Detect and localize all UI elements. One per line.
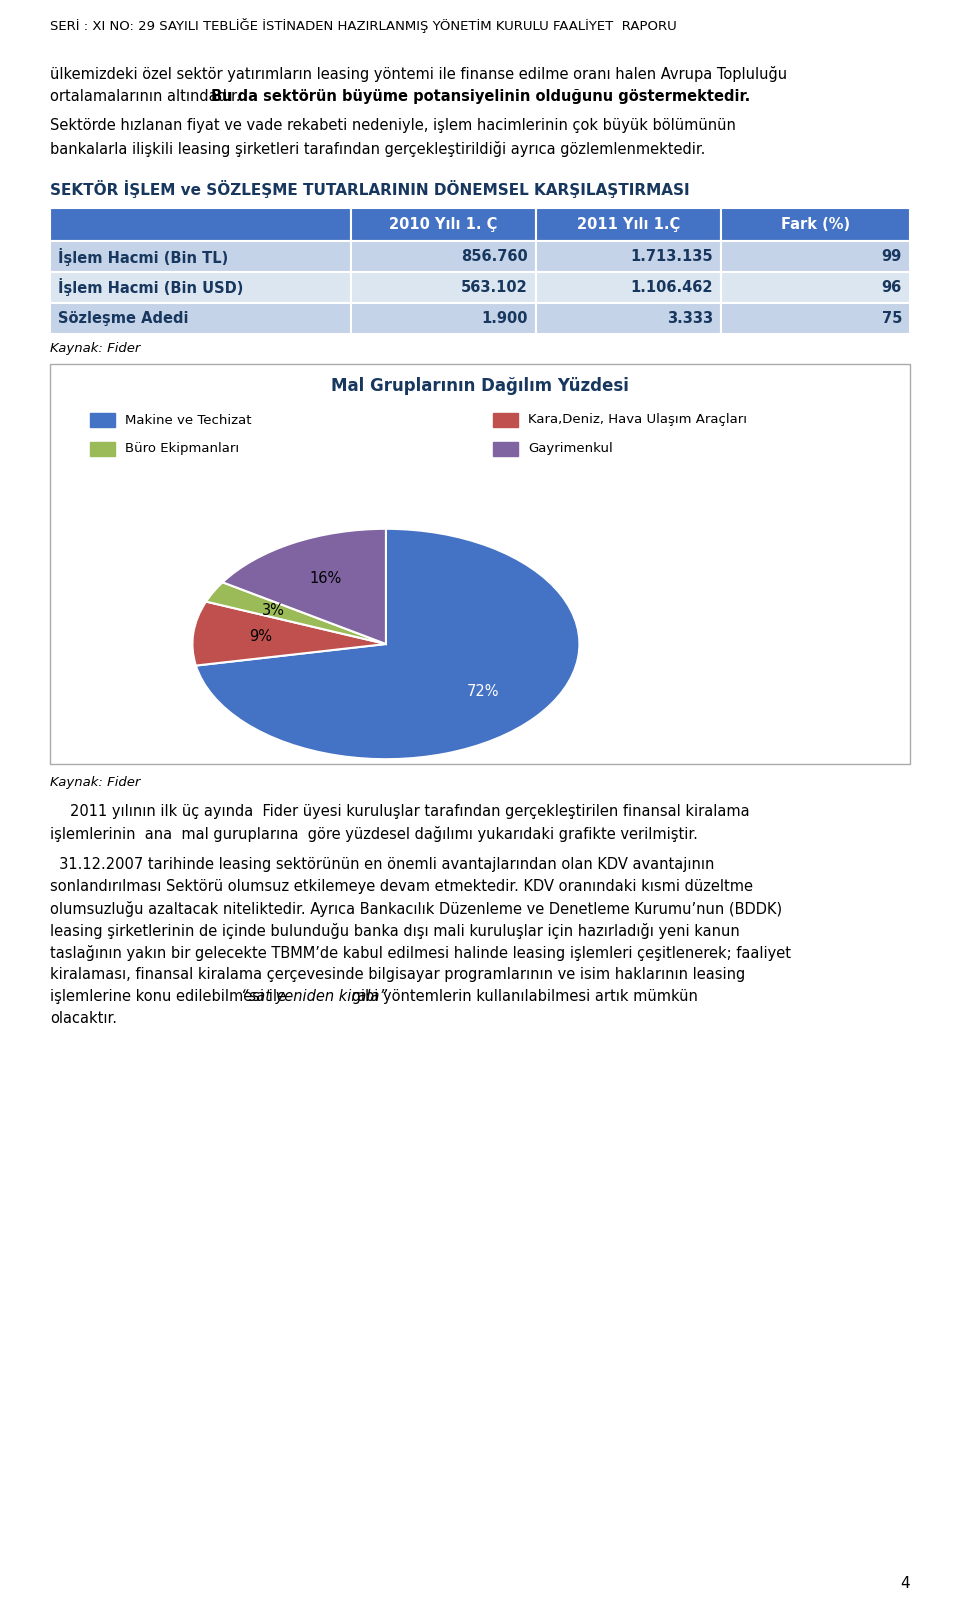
Text: Kara,Deniz, Hava Ulaşım Araçları: Kara,Deniz, Hava Ulaşım Araçları (528, 414, 748, 427)
Bar (90, 412, 114, 427)
Bar (493, 412, 517, 427)
Text: Sektörde hızlanan fiyat ve vade rekabeti nedeniyle, işlem hacimlerinin çok büyük: Sektörde hızlanan fiyat ve vade rekabeti… (50, 118, 736, 133)
Text: “sat yeniden kirala”: “sat yeniden kirala” (241, 989, 387, 1004)
Text: 563.102: 563.102 (461, 280, 528, 296)
Bar (351, 241, 536, 271)
Text: 4: 4 (900, 1576, 910, 1592)
Text: 99: 99 (881, 249, 902, 263)
Text: olacaktır.: olacaktır. (50, 1012, 117, 1026)
Bar (50, 241, 351, 271)
Text: 1.106.462: 1.106.462 (631, 280, 712, 296)
Text: gibi yöntemlerin kullanılabilmesi artık mümkün: gibi yöntemlerin kullanılabilmesi artık … (348, 989, 698, 1004)
Text: 72%: 72% (467, 684, 499, 700)
Text: 3.333: 3.333 (666, 310, 712, 326)
Bar (721, 271, 910, 304)
Bar (536, 208, 721, 241)
Wedge shape (206, 582, 386, 645)
Wedge shape (196, 528, 580, 760)
Text: Fark (%): Fark (%) (780, 217, 850, 233)
Bar (50, 271, 351, 304)
Bar (721, 241, 910, 271)
Bar (90, 441, 114, 456)
Bar (536, 271, 721, 304)
Bar (536, 241, 721, 271)
Bar (50, 304, 351, 335)
Text: Sözleşme Adedi: Sözleşme Adedi (58, 310, 188, 326)
Text: Makine ve Techizat: Makine ve Techizat (125, 414, 252, 427)
Text: 2011 Yılı 1.Ç: 2011 Yılı 1.Ç (577, 217, 680, 233)
Text: 3%: 3% (262, 603, 285, 617)
Bar (351, 304, 536, 335)
Bar (351, 208, 536, 241)
Text: taslağının yakın bir gelecekte TBMM’de kabul edilmesi halinde leasing işlemleri : taslağının yakın bir gelecekte TBMM’de k… (50, 945, 791, 962)
Text: Kaynak: Fider: Kaynak: Fider (50, 343, 140, 356)
Text: Mal Gruplarının Dağılım Yüzdesi: Mal Gruplarının Dağılım Yüzdesi (331, 377, 629, 394)
Text: olumsuzluğu azaltacak niteliktedir. Ayrıca Bankacılık Düzenleme ve Denetleme Kur: olumsuzluğu azaltacak niteliktedir. Ayrı… (50, 902, 782, 916)
Text: 31.12.2007 tarihinde leasing sektörünün en önemli avantajlarından olan KDV avant: 31.12.2007 tarihinde leasing sektörünün … (50, 856, 714, 873)
Text: 856.760: 856.760 (461, 249, 528, 263)
Text: SERİ : XI NO: 29 SAYILI TEBLİĞE İSTİNADEN HAZIRLANMIŞ YÖNETİM KURULU FAALİYET  R: SERİ : XI NO: 29 SAYILI TEBLİĞE İSTİNADE… (50, 18, 677, 32)
Text: sonlandırılması Sektörü olumsuz etkilemeye devam etmektedir. KDV oranındaki kısm: sonlandırılması Sektörü olumsuz etkileme… (50, 879, 753, 894)
Text: leasing şirketlerinin de içinde bulunduğu banka dışı mali kuruluşlar için hazırl: leasing şirketlerinin de içinde bulunduğ… (50, 923, 740, 939)
Wedge shape (223, 528, 386, 645)
Text: 9%: 9% (250, 630, 273, 645)
Bar (50, 208, 351, 241)
Bar (493, 441, 517, 456)
Bar (351, 271, 536, 304)
Bar (50, 364, 910, 764)
Text: 1.900: 1.900 (481, 310, 528, 326)
Text: ülkemizdeki özel sektör yatırımların leasing yöntemi ile finanse edilme oranı ha: ülkemizdeki özel sektör yatırımların lea… (50, 66, 787, 82)
Text: SEKTÖR İŞLEM ve SÖZLEŞME TUTARLARININ DÖNEMSEL KARŞILAŞTIRMASI: SEKTÖR İŞLEM ve SÖZLEŞME TUTARLARININ DÖ… (50, 179, 689, 199)
Text: kiralaması, finansal kiralama çerçevesinde bilgisayar programlarının ve isim hak: kiralaması, finansal kiralama çerçevesin… (50, 966, 745, 983)
Text: Bu da sektörün büyüme potansiyelinin olduğunu göstermektedir.: Bu da sektörün büyüme potansiyelinin old… (211, 89, 751, 103)
Bar (721, 208, 910, 241)
Text: 1.713.135: 1.713.135 (630, 249, 712, 263)
Wedge shape (192, 601, 386, 666)
Text: bankalarla ilişkili leasing şirketleri tarafından gerçekleştirildiği ayrıca gözl: bankalarla ilişkili leasing şirketleri t… (50, 141, 706, 157)
Text: 2010 Yılı 1. Ç: 2010 Yılı 1. Ç (389, 217, 497, 233)
Text: 16%: 16% (309, 570, 342, 587)
Bar (536, 304, 721, 335)
Bar (721, 304, 910, 335)
Text: 75: 75 (881, 310, 902, 326)
Text: işlemlerinin  ana  mal guruplarına  göre yüzdesel dağılımı yukarıdaki grafikte v: işlemlerinin ana mal guruplarına göre yü… (50, 826, 698, 842)
Text: İşlem Hacmi (Bin USD): İşlem Hacmi (Bin USD) (58, 278, 244, 296)
Text: ortalamalarının altındadır.: ortalamalarının altındadır. (50, 89, 245, 103)
Text: Gayrimenkul: Gayrimenkul (528, 443, 613, 456)
Text: Kaynak: Fider: Kaynak: Fider (50, 776, 140, 789)
Text: 2011 yılının ilk üç ayında  Fider üyesi kuruluşlar tarafından gerçekleştirilen f: 2011 yılının ilk üç ayında Fider üyesi k… (70, 805, 750, 819)
Text: işlemlerine konu edilebilmesi ile: işlemlerine konu edilebilmesi ile (50, 989, 291, 1004)
Text: Büro Ekipmanları: Büro Ekipmanları (125, 443, 239, 456)
Text: İşlem Hacmi (Bin TL): İşlem Hacmi (Bin TL) (58, 247, 228, 265)
Text: 96: 96 (881, 280, 902, 296)
